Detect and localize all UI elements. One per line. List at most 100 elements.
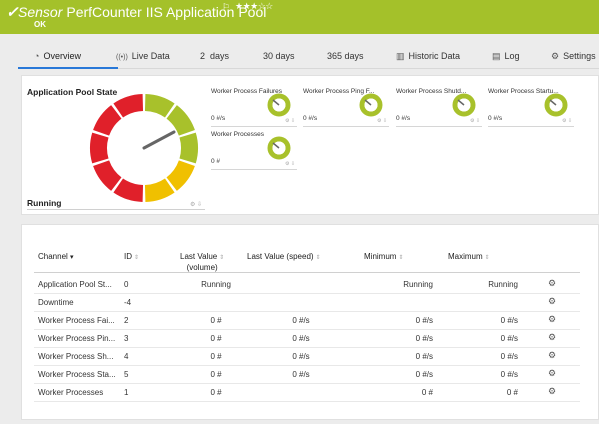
cell-id: 4 <box>124 352 129 361</box>
col-last-value-speed[interactable]: Last Value (speed) ⇕ <box>247 252 321 261</box>
mini-gauge-dial-icon <box>544 93 568 117</box>
cell-minimum: 0 # <box>421 388 433 397</box>
sensor-header: ✓ Sensor PerfCounter IIS Application Pool… <box>0 0 599 34</box>
cell-last-value: Running <box>201 280 231 289</box>
priority-stars[interactable]: ★★★☆☆ <box>235 1 273 11</box>
cell-channel: Application Pool St... <box>38 280 112 289</box>
sensor-name: PerfCounter IIS Application Pool <box>66 4 267 20</box>
cell-minimum: 0 #/s <box>415 316 433 325</box>
gauge-segment <box>93 160 122 191</box>
channel-settings-icon[interactable]: ⚙ <box>548 296 557 306</box>
overview-panel: Application Pool State Running ⚙ ⇩ Worke… <box>21 75 599 215</box>
cell-last-value: 0 # <box>210 334 222 343</box>
sensor-title: Sensor PerfCounter IIS Application Pool <box>18 4 266 20</box>
mini-gauge-dial-icon <box>267 93 291 117</box>
gauge-segment <box>179 132 199 164</box>
cell-speed: 0 #/s <box>292 334 310 343</box>
cell-last-value: 0 # <box>210 370 222 379</box>
table-row[interactable]: Worker Process Fai... 2 0 # 0 #/s 0 #/s 0 #/s… <box>34 312 580 330</box>
divider <box>27 209 205 210</box>
cell-id: -4 <box>124 298 132 307</box>
table-row[interactable]: Worker Process Sh... 4 0 # 0 #/s 0 #/s 0 #/s ⚙ <box>34 348 580 366</box>
cell-id: 5 <box>124 370 129 379</box>
col-last-value-volume[interactable]: Last Value ⇕ (volume) <box>180 252 225 272</box>
cell-speed: 0 #/s <box>292 352 310 361</box>
mini-gauge-dial-icon <box>359 93 383 117</box>
mini-gauge-worker-process-startup[interactable]: Worker Process Startu... 0 #/s ⚙ ⇩ <box>488 88 574 128</box>
table-row[interactable]: Application Pool St... 0 Running Running Run… <box>34 276 580 294</box>
cell-maximum: 0 #/s <box>500 370 518 379</box>
table-row[interactable]: Worker Processes 1 0 # 0 # 0 # ⚙ <box>34 384 580 402</box>
cell-maximum: 0 # <box>506 388 518 397</box>
col-channel[interactable]: Channel ▾ <box>38 252 74 261</box>
cell-channel: Worker Process Pin... <box>38 334 116 343</box>
mini-gauge-dial-icon <box>452 93 476 117</box>
sensor-type-label: Sensor <box>18 4 63 20</box>
cell-channel: Downtime <box>38 298 74 307</box>
tab-settings[interactable]: ⚙ Settings <box>551 51 596 61</box>
cell-channel: Worker Process Sta... <box>38 370 116 379</box>
tab-365-days[interactable]: 365 days <box>327 51 364 61</box>
mini-gauge-settings-icon[interactable]: ⚙ ⇩ <box>470 118 481 124</box>
cell-speed: 0 #/s <box>292 370 310 379</box>
mini-gauge-worker-process-ping[interactable]: Worker Process Ping F... 0 #/s ⚙ ⇩ <box>303 88 389 128</box>
col-minimum[interactable]: Minimum ⇕ <box>364 252 404 261</box>
mini-gauge-dial-icon <box>267 136 291 160</box>
cell-id: 0 <box>124 280 129 289</box>
cell-maximum: Running <box>488 280 518 289</box>
tab-30-days[interactable]: 30 days <box>263 51 295 61</box>
gauge-segments <box>89 94 199 202</box>
cell-channel: Worker Processes <box>38 388 104 397</box>
table-row[interactable]: Downtime -4 ⚙ <box>34 294 580 312</box>
tab-overview[interactable]: ◔ Overview <box>34 51 81 61</box>
gauge-settings-icon[interactable]: ⚙ ⇩ <box>190 202 203 208</box>
tab-log[interactable]: ▤ Log <box>492 51 520 61</box>
channel-settings-icon[interactable]: ⚙ <box>548 386 557 396</box>
gauge-segment <box>144 178 175 202</box>
cell-channel: Worker Process Fai... <box>38 316 115 325</box>
cell-last-value: 0 # <box>210 352 222 361</box>
active-tab-indicator <box>18 67 118 69</box>
channel-settings-icon[interactable]: ⚙ <box>548 350 557 360</box>
tab-historic-data[interactable]: ▥ Historic Data <box>396 51 461 61</box>
channel-settings-icon[interactable]: ⚙ <box>548 314 557 324</box>
channel-settings-icon[interactable]: ⚙ <box>548 278 557 288</box>
channel-settings-icon[interactable]: ⚙ <box>548 368 557 378</box>
cell-id: 3 <box>124 334 129 343</box>
gauge-needle <box>142 130 176 150</box>
cell-minimum: Running <box>403 280 433 289</box>
channel-table: Channel ▾ ID ⇕ Last Value ⇕ (volume) Last V… <box>21 224 599 420</box>
settings-icon: ⚙ <box>551 51 560 61</box>
gauge-segment <box>144 94 175 118</box>
mini-gauge-worker-processes[interactable]: Worker Processes 0 # ⚙ ⇩ <box>211 131 297 171</box>
mini-gauge-worker-process-failures[interactable]: Worker Process Failures 0 #/s ⚙ ⇩ <box>211 88 297 128</box>
table-row[interactable]: Worker Process Pin... 3 0 # 0 #/s 0 #/s 0 #/s… <box>34 330 580 348</box>
table-row[interactable]: Worker Process Sta... 5 0 # 0 #/s 0 #/s 0 #/s… <box>34 366 580 384</box>
col-id[interactable]: ID ⇕ <box>124 252 140 261</box>
mini-gauge-settings-icon[interactable]: ⚙ ⇩ <box>285 161 296 167</box>
status-badge: OK <box>34 20 46 29</box>
cell-minimum: 0 #/s <box>415 370 433 379</box>
cell-id: 1 <box>124 388 129 397</box>
mini-gauge-worker-process-shutdown[interactable]: Worker Process Shutd... 0 #/s ⚙ ⇩ <box>396 88 482 128</box>
gauge-title: Application Pool State <box>27 87 118 97</box>
log-icon: ▤ <box>492 51 501 61</box>
tab-2-days[interactable]: 2 days <box>200 51 230 61</box>
cell-minimum: 0 #/s <box>415 334 433 343</box>
cell-last-value: 0 # <box>210 316 222 325</box>
col-maximum[interactable]: Maximum ⇕ <box>448 252 490 261</box>
cell-id: 2 <box>124 316 129 325</box>
flag-icon[interactable]: ⚐ <box>222 2 231 12</box>
mini-gauge-settings-icon[interactable]: ⚙ ⇩ <box>285 118 296 124</box>
tab-bar: ◔ Overview ((•)) Live Data 2 days 30 days … <box>18 47 599 69</box>
cell-maximum: 0 #/s <box>500 352 518 361</box>
tab-live-data[interactable]: ((•)) Live Data <box>116 51 170 61</box>
cell-minimum: 0 #/s <box>415 352 433 361</box>
gauge-segment <box>93 105 122 136</box>
live-data-icon: ((•)) <box>116 54 128 61</box>
channel-settings-icon[interactable]: ⚙ <box>548 332 557 342</box>
mini-gauge-settings-icon[interactable]: ⚙ ⇩ <box>377 118 388 124</box>
application-pool-state-gauge[interactable] <box>88 92 200 204</box>
gauge-segment <box>113 94 144 118</box>
mini-gauge-settings-icon[interactable]: ⚙ ⇩ <box>562 118 573 124</box>
